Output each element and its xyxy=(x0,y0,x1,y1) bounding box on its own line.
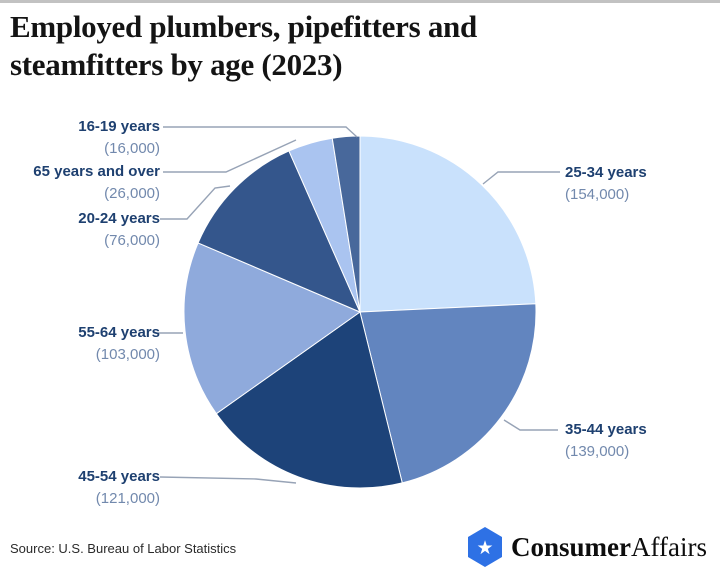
slice-label-20-24-years: 20-24 years (76,000) xyxy=(0,208,160,252)
consumeraffairs-logo: ★ ConsumerAffairs xyxy=(466,525,707,569)
slice-label-value: (139,000) xyxy=(565,443,630,460)
slice-label-value: (103,000) xyxy=(95,346,160,363)
slice-label-16-19-years: 16-19 years (16,000) xyxy=(0,116,160,160)
slice-label-value: (16,000) xyxy=(104,140,160,157)
pie-slice-16-19-years xyxy=(331,135,361,313)
slice-label-name: 20-24 years xyxy=(78,210,160,227)
brand-badge-icon: ★ xyxy=(468,527,502,567)
slice-label-name: 45-54 years xyxy=(78,468,160,485)
slice-label-value: (154,000) xyxy=(565,186,630,203)
pie-slices-group xyxy=(183,135,537,489)
leader-line-25-34-years xyxy=(482,171,560,185)
pie-slice-45-54-years xyxy=(215,311,403,489)
chart-title-line1: Employed plumbers, pipefitters and xyxy=(10,9,477,44)
leader-line-16-19-years xyxy=(163,126,358,138)
leader-line-45-54-years xyxy=(159,476,297,484)
slice-label-value: (26,000) xyxy=(104,185,160,202)
source-note: Source: U.S. Bureau of Labor Statistics xyxy=(10,541,237,556)
leader-line-20-24-years xyxy=(160,185,231,220)
image-top-border xyxy=(0,0,720,3)
slice-label-name: 55-64 years xyxy=(78,324,160,341)
slice-label-name: 16-19 years xyxy=(78,118,160,135)
slice-label-55-64-years: 55-64 years (103,000) xyxy=(0,322,160,366)
brand-wordmark: ConsumerAffairs xyxy=(511,532,707,563)
pie-slice-20-24-years xyxy=(197,150,361,313)
slice-label-name: 35-44 years xyxy=(565,421,647,438)
pie-slice-55-64-years xyxy=(183,242,362,415)
slice-label-value: (76,000) xyxy=(104,232,160,249)
hexagon-badge-shape xyxy=(468,527,502,567)
slice-label-45-54-years: 45-54 years (121,000) xyxy=(0,466,160,510)
slice-label-25-34-years: 25-34 years (154,000) xyxy=(565,162,715,206)
leader-line-65-years-and-over xyxy=(163,139,297,173)
slice-label-35-44-years: 35-44 years (139,000) xyxy=(565,419,715,463)
brand-wordmark-regular: Affairs xyxy=(631,531,707,562)
chart-title: Employed plumbers, pipefitters and steam… xyxy=(10,8,630,84)
slice-label-65-years-and-over: 65 years and over (26,000) xyxy=(0,161,160,205)
chart-title-line2: steamfitters by age (2023) xyxy=(10,47,343,82)
pie-slice-35-44-years xyxy=(359,303,537,484)
pie-slice-25-34-years xyxy=(359,135,537,313)
slice-label-name: 25-34 years xyxy=(565,164,647,181)
slice-label-name: 65 years and over xyxy=(33,163,160,180)
brand-wordmark-bold: Consumer xyxy=(511,531,631,562)
leader-line-35-44-years xyxy=(503,419,558,431)
leader-lines-group xyxy=(158,126,560,484)
slice-label-value: (121,000) xyxy=(95,490,160,507)
star-icon: ★ xyxy=(476,538,493,559)
